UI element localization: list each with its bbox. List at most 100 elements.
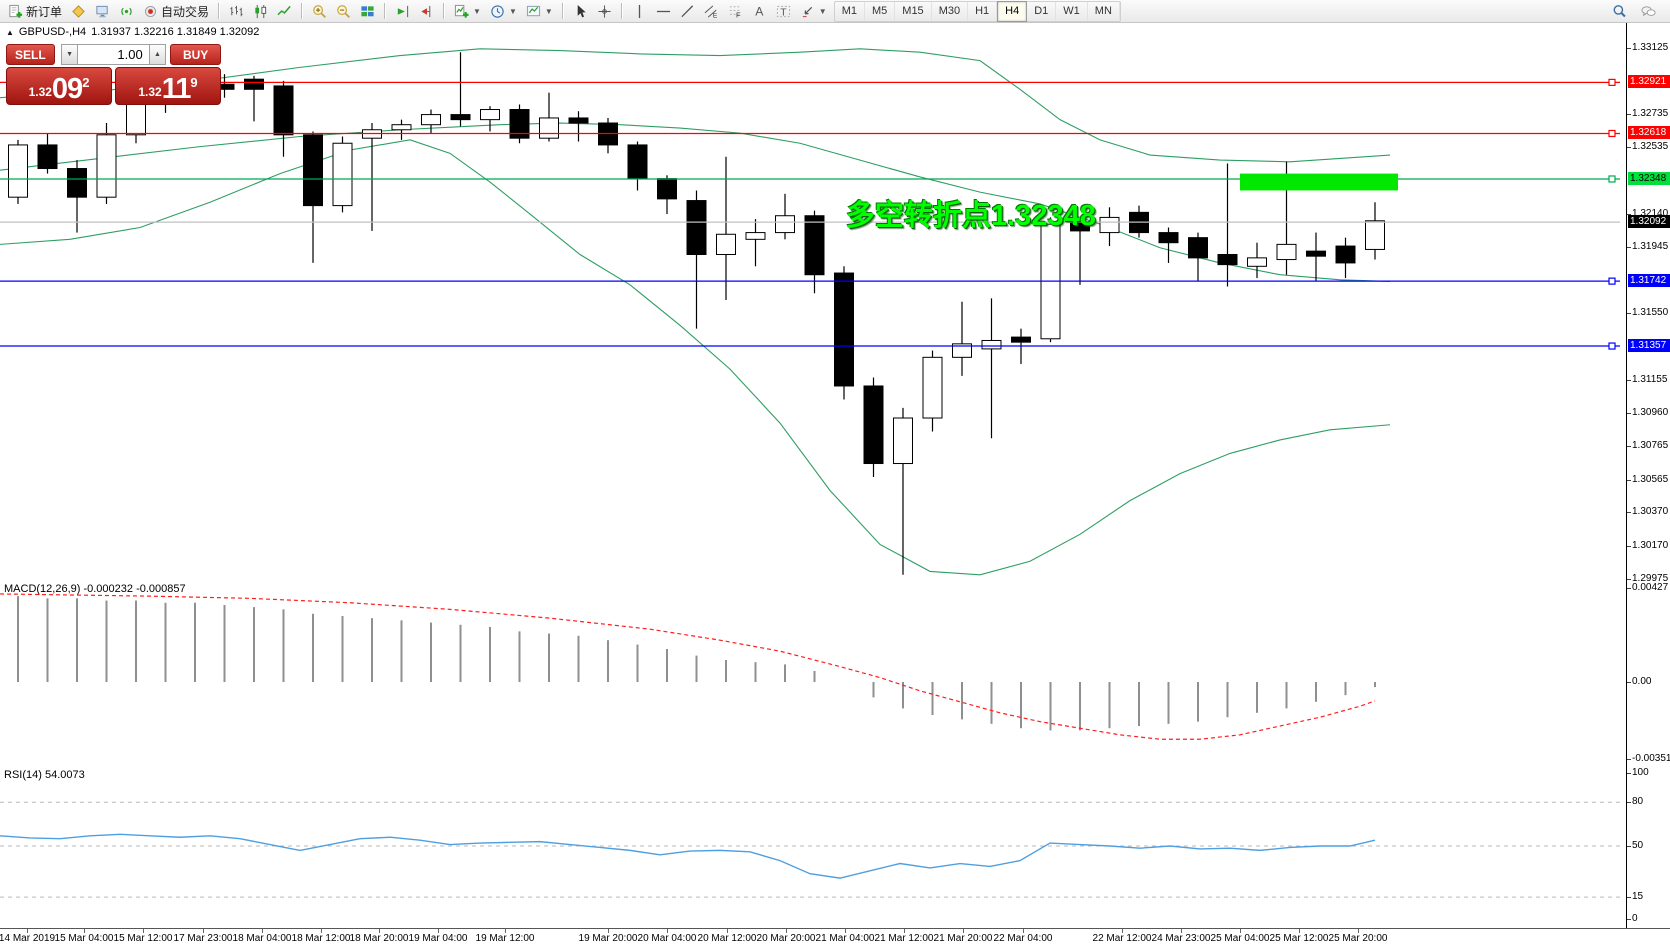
vertical-line-button[interactable] (628, 1, 651, 22)
price-axis[interactable]: 1.33125 1.32735 1.32535 1.32140 1.31945 1.315… (1627, 23, 1670, 928)
equidistant-channel-button[interactable]: E (700, 1, 723, 22)
tile-windows-icon (360, 4, 375, 19)
rsi-canvas (0, 801, 1620, 898)
text-button[interactable]: A (748, 1, 771, 22)
time-label: 20 Mar 20:00 (756, 933, 816, 944)
toolbar-separator (301, 3, 304, 19)
auto-scroll-icon (395, 4, 410, 19)
indicators-icon (454, 4, 469, 19)
candle-chart-icon (253, 4, 268, 19)
signals-button[interactable] (115, 1, 138, 22)
price-tick-label: 1.31945 (1632, 240, 1669, 252)
macd-scale-label: 0.00427 (1632, 582, 1669, 593)
green-highlight-box (1240, 173, 1398, 191)
timeframe-m5-button[interactable]: M5 (865, 1, 896, 21)
timeframe-d1-button[interactable]: D1 (1027, 1, 1057, 21)
crosshair-button[interactable] (593, 1, 616, 22)
line-chart-icon (277, 4, 292, 19)
price-tick-label: 1.32535 (1632, 141, 1669, 153)
timeframe-h1-button[interactable]: H1 (968, 1, 998, 21)
new-order-button[interactable]: 新订单 (4, 1, 66, 22)
chat-icon (1641, 4, 1656, 19)
sell-price-quote[interactable]: 1.32 09 2 (6, 67, 112, 105)
bar-chart-button[interactable] (225, 1, 248, 22)
timeframe-m1-button[interactable]: M1 (835, 1, 865, 21)
time-label: 21 Mar 12:00 (874, 933, 934, 944)
buy-price-prefix: 1.32 (138, 85, 162, 99)
templates-icon (526, 4, 541, 19)
fibonacci-button[interactable]: F (724, 1, 747, 22)
main-chart-panel[interactable] (0, 23, 1626, 577)
horizontal-line-button[interactable] (652, 1, 675, 22)
toolbar: 新订单 自动交易 ▼ ▼ ▼ E F A T ▼ M1 M5 M15 M30 H1 H4 D1 W1 MN (0, 0, 1670, 23)
macd-scale-label: -0.00351 (1632, 753, 1670, 765)
metaeditor-button[interactable] (67, 1, 90, 22)
price-tick-label: 1.31155 (1632, 374, 1668, 386)
time-label: 21 Mar 04:00 (815, 933, 875, 944)
rsi-panel[interactable] (0, 766, 1626, 928)
buy-price-quote[interactable]: 1.32 11 9 (115, 67, 221, 105)
timeframe-m15-button[interactable]: M15 (895, 1, 932, 21)
rsi-scale-label: 0 (1632, 913, 1638, 924)
svg-text:F: F (736, 10, 741, 18)
signals-icon (119, 4, 134, 19)
text-icon: A (752, 4, 767, 19)
indicators-button[interactable]: ▼ (450, 1, 485, 22)
chart-shift-icon (419, 4, 434, 19)
rsi-scale-label: 15 (1632, 891, 1644, 903)
cursor-button[interactable] (569, 1, 592, 22)
chat-button[interactable] (1637, 1, 1660, 22)
svg-text:T: T (780, 7, 787, 18)
rsi-indicator-label: RSI(14) 54.0073 (4, 769, 85, 781)
buy-button[interactable]: BUY (170, 44, 221, 65)
chart-annotation-text: 多空转折点1.32348 (846, 200, 1096, 232)
price-tick-label: 1.30765 (1632, 439, 1669, 451)
text-label-icon: T (776, 4, 791, 19)
auto-scroll-button[interactable] (391, 1, 414, 22)
timeframe-m30-button[interactable]: M30 (932, 1, 969, 21)
time-label: 18 Mar 04:00 (232, 933, 292, 944)
time-label: 17 Mar 23:00 (173, 933, 233, 944)
arrows-button[interactable]: ▼ (796, 1, 831, 22)
macd-panel[interactable] (0, 581, 1626, 762)
volume-increase-button[interactable]: ▲ (148, 44, 167, 65)
price-tick-label: 1.29975 (1632, 572, 1669, 584)
price-tick-label: 1.30370 (1632, 506, 1669, 518)
text-label-button[interactable]: T (772, 1, 795, 22)
volume-input[interactable]: 1.00 (78, 44, 149, 65)
zoom-in-button[interactable] (308, 1, 331, 22)
new-order-icon (8, 4, 23, 19)
templates-button[interactable]: ▼ (522, 1, 557, 22)
price-tick-label: 1.33125 (1632, 42, 1669, 53)
bar-chart-icon (229, 4, 244, 19)
candlestick-chart-button[interactable] (249, 1, 272, 22)
time-label: 21 Mar 20:00 (933, 933, 993, 944)
time-label: 15 Mar 12:00 (113, 933, 173, 944)
chevron-down-icon: ▼ (818, 6, 827, 16)
time-label: 19 Mar 20:00 (578, 933, 638, 944)
price-tick-label: 1.32735 (1632, 107, 1669, 119)
trendline-button[interactable] (676, 1, 699, 22)
sell-button[interactable]: SELL (6, 44, 55, 65)
tile-windows-button[interactable] (356, 1, 379, 22)
timeframe-mn-button[interactable]: MN (1088, 1, 1120, 21)
time-axis[interactable]: 14 Mar 2019 15 Mar 04:00 15 Mar 12:00 17 Ma… (0, 928, 1670, 947)
timeframe-w1-button[interactable]: W1 (1056, 1, 1088, 21)
chart-shift-button[interactable] (415, 1, 438, 22)
market-watch-icon (95, 4, 110, 19)
price-tick-label: 1.30565 (1632, 473, 1669, 485)
periods-button[interactable]: ▼ (486, 1, 521, 22)
rsi-scale-label: 50 (1632, 840, 1644, 851)
market-watch-button[interactable] (91, 1, 114, 22)
search-button[interactable] (1608, 1, 1631, 22)
time-label: 20 Mar 12:00 (697, 933, 757, 944)
crosshair-icon (597, 4, 612, 19)
timeframe-h4-button[interactable]: H4 (997, 0, 1028, 22)
zoom-out-button[interactable] (332, 1, 355, 22)
collapse-chart-icon[interactable]: ▲ (6, 27, 14, 37)
line-chart-button[interactable] (273, 1, 296, 22)
time-label: 15 Mar 04:00 (54, 933, 114, 944)
volume-decrease-button[interactable]: ▼ (60, 44, 79, 65)
autotrade-button[interactable]: 自动交易 (139, 1, 213, 22)
horizontal-line-icon (656, 4, 671, 19)
